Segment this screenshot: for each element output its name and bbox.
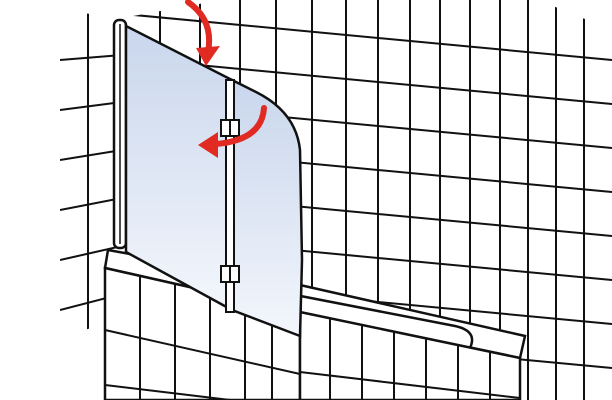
tub-front-tiles bbox=[104, 276, 521, 400]
hinge-icon bbox=[220, 265, 240, 283]
hinge-bar bbox=[225, 79, 235, 313]
hinge-icon bbox=[220, 119, 240, 137]
curved-rotation-arrow-icon bbox=[185, 0, 220, 66]
glass-panel-folding bbox=[230, 77, 304, 338]
curved-rotation-arrow-icon bbox=[198, 105, 267, 158]
shower-screen bbox=[112, 18, 304, 338]
